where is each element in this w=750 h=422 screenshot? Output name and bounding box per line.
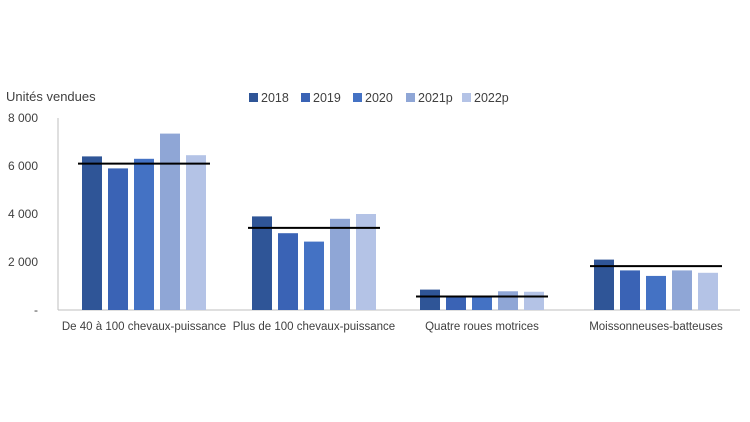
legend-swatch — [249, 93, 258, 102]
legend-swatch — [353, 93, 362, 102]
bar — [420, 289, 440, 310]
bars — [82, 133, 718, 310]
legend-swatch — [462, 93, 471, 102]
bar — [594, 259, 614, 310]
bar — [252, 216, 272, 310]
bar — [524, 291, 544, 310]
bar — [278, 233, 298, 310]
bar — [186, 155, 206, 310]
bar — [498, 291, 518, 310]
bar — [82, 156, 102, 310]
legend-swatch — [406, 93, 415, 102]
bar — [108, 168, 128, 310]
bar — [134, 158, 154, 310]
bar — [446, 296, 466, 310]
x-tick-label: Plus de 100 chevaux-puissance — [233, 321, 395, 333]
bar — [698, 272, 718, 310]
bar — [646, 275, 666, 310]
legend-label: 2018 — [261, 91, 289, 105]
y-tick-label: 6 000 — [8, 159, 38, 173]
y-tick-label: - — [34, 303, 38, 317]
y-tick-label: 8 000 — [8, 111, 38, 125]
y-tick-label: 2 000 — [8, 255, 38, 269]
legend-label: 2022p — [474, 91, 509, 105]
bar — [672, 270, 692, 310]
x-tick-label: Quatre roues motrices — [425, 321, 539, 333]
x-tick-label: De 40 à 100 chevaux-puissance — [62, 321, 226, 333]
bar — [620, 270, 640, 310]
category-labels: De 40 à 100 chevaux-puissance Plus de 100… — [62, 321, 723, 333]
legend-label: 2021p — [418, 91, 453, 105]
y-tick-label: 4 000 — [8, 207, 38, 221]
bar — [160, 133, 180, 310]
bar — [356, 214, 376, 310]
bar — [472, 296, 492, 310]
y-axis-ticks: - 2 000 4 000 6 000 8 000 — [8, 111, 38, 317]
x-tick-label: Moissonneuses-batteuses — [589, 321, 723, 333]
average-lines — [78, 162, 722, 298]
legend-label: 2020 — [365, 91, 393, 105]
bar — [304, 241, 324, 310]
legend-swatch — [301, 93, 310, 102]
y-axis-label: Unités vendues — [6, 89, 96, 104]
bar — [330, 218, 350, 310]
legend-label: 2019 — [313, 91, 341, 105]
legend: 2018 2019 2020 2021p 2022p — [249, 91, 509, 105]
